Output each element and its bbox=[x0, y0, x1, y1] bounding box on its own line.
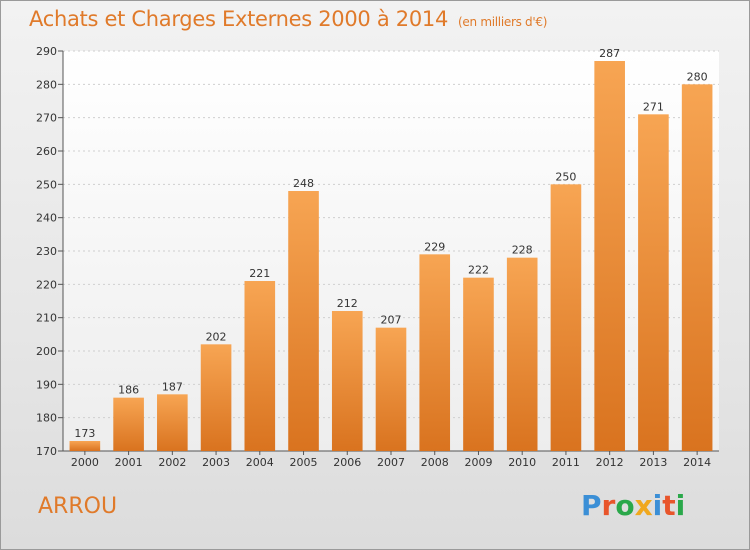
bar bbox=[419, 254, 451, 451]
x-tick-label: 2005 bbox=[290, 456, 318, 469]
y-tick-label: 230 bbox=[36, 245, 57, 258]
x-tick-label: 2000 bbox=[71, 456, 99, 469]
data-label: 250 bbox=[555, 170, 576, 183]
logo-letter: i bbox=[675, 489, 686, 522]
logo-letter: r bbox=[601, 489, 616, 522]
data-label: 186 bbox=[118, 384, 139, 397]
x-tick-label: 2006 bbox=[333, 456, 361, 469]
logo-letter: o bbox=[615, 489, 635, 522]
y-tick-label: 290 bbox=[36, 45, 57, 58]
bar bbox=[331, 311, 363, 451]
x-tick-label: 2001 bbox=[115, 456, 143, 469]
bar bbox=[681, 84, 713, 451]
data-label: 280 bbox=[687, 70, 708, 83]
x-tick-label: 2011 bbox=[552, 456, 580, 469]
bar bbox=[506, 257, 538, 451]
y-tick-label: 170 bbox=[36, 445, 57, 458]
logo-letter: x bbox=[634, 489, 653, 522]
y-tick-label: 180 bbox=[36, 412, 57, 425]
data-label: 229 bbox=[424, 240, 445, 253]
x-tick-label: 2013 bbox=[639, 456, 667, 469]
data-label: 202 bbox=[206, 330, 227, 343]
y-tick-label: 220 bbox=[36, 278, 57, 291]
data-label: 187 bbox=[162, 380, 183, 393]
x-tick-label: 2007 bbox=[377, 456, 405, 469]
data-label: 173 bbox=[74, 427, 95, 440]
data-label: 287 bbox=[599, 47, 620, 60]
x-tick-label: 2002 bbox=[158, 456, 186, 469]
bar bbox=[463, 277, 494, 451]
commune-name: ARROU bbox=[38, 494, 118, 519]
proxiti-logo: Proxiti bbox=[581, 489, 685, 522]
x-tick-label: 2003 bbox=[202, 456, 230, 469]
bar bbox=[244, 281, 276, 451]
bar bbox=[550, 184, 582, 452]
y-tick-label: 280 bbox=[36, 78, 57, 91]
x-tick-label: 2014 bbox=[683, 456, 711, 469]
data-label: 222 bbox=[468, 264, 489, 277]
x-tick-label: 2009 bbox=[464, 456, 492, 469]
data-label: 207 bbox=[381, 314, 402, 327]
data-label: 248 bbox=[293, 177, 314, 190]
data-label: 221 bbox=[249, 267, 270, 280]
y-tick-label: 190 bbox=[36, 378, 57, 391]
y-tick-label: 240 bbox=[36, 212, 57, 225]
logo-letter: t bbox=[662, 489, 676, 522]
bar bbox=[157, 394, 188, 451]
x-tick-label: 2012 bbox=[596, 456, 624, 469]
bar bbox=[594, 61, 625, 451]
data-label: 212 bbox=[337, 297, 358, 310]
y-tick-label: 260 bbox=[36, 145, 57, 158]
bar bbox=[288, 191, 319, 451]
x-tick-label: 2004 bbox=[246, 456, 274, 469]
chart-title: Achats et Charges Externes 2000 à 2014 (e… bbox=[29, 7, 547, 31]
bar bbox=[200, 344, 232, 451]
data-label: 228 bbox=[512, 244, 533, 257]
x-tick-label: 2010 bbox=[508, 456, 536, 469]
bar bbox=[69, 441, 101, 451]
y-tick-label: 250 bbox=[36, 178, 57, 191]
bar bbox=[113, 397, 144, 451]
chart-subtitle: (en milliers d'€) bbox=[458, 15, 548, 29]
y-tick-label: 210 bbox=[36, 312, 57, 325]
chart-title-text: Achats et Charges Externes 2000 à 2014 bbox=[29, 7, 449, 31]
y-tick-label: 270 bbox=[36, 112, 57, 125]
bar bbox=[375, 327, 407, 451]
x-tick-label: 2008 bbox=[421, 456, 449, 469]
logo-letter: P bbox=[581, 489, 602, 522]
logo-letter: i bbox=[652, 489, 663, 522]
bar bbox=[638, 114, 669, 451]
data-label: 271 bbox=[643, 100, 664, 113]
y-tick-label: 200 bbox=[36, 345, 57, 358]
